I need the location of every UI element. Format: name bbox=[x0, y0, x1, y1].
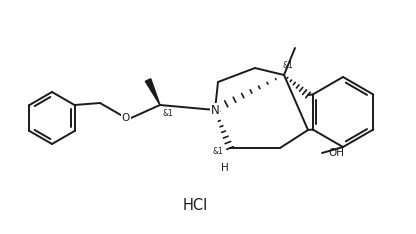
Text: OH: OH bbox=[328, 148, 344, 158]
Text: HCl: HCl bbox=[182, 197, 208, 212]
Text: &1: &1 bbox=[163, 109, 173, 117]
Text: &1: &1 bbox=[213, 147, 223, 157]
Polygon shape bbox=[145, 79, 160, 105]
Text: &1: &1 bbox=[282, 61, 293, 69]
Text: N: N bbox=[210, 103, 219, 117]
Text: H: H bbox=[221, 163, 229, 173]
Text: O: O bbox=[122, 113, 130, 123]
